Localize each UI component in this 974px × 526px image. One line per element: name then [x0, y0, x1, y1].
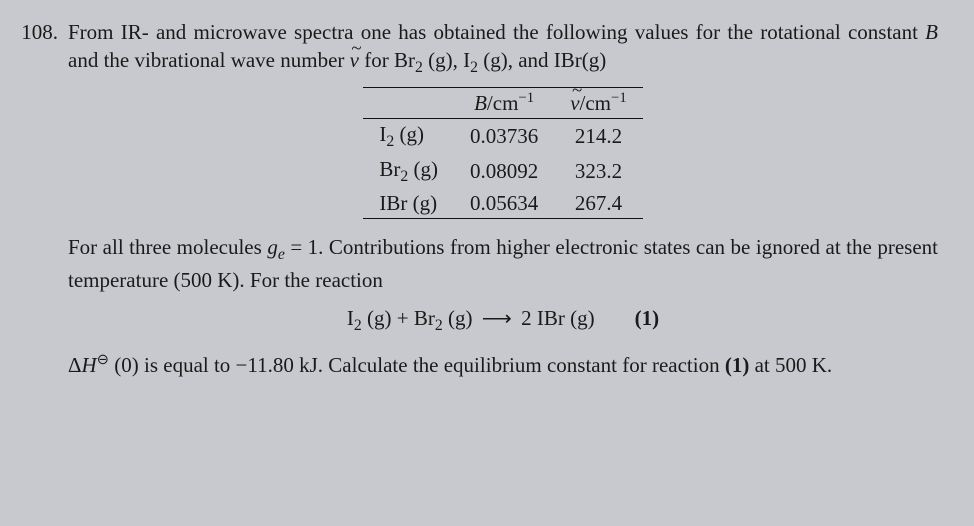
cell-nu: 214.2: [554, 119, 642, 154]
symbol-H: H: [82, 353, 97, 377]
eq-species: I: [347, 306, 354, 330]
arrow-icon: ⟶: [478, 304, 516, 332]
text: IBr (g): [379, 191, 437, 215]
cell-B: 0.03736: [454, 119, 554, 154]
eq-text: (g): [443, 306, 478, 330]
superscript: −1: [518, 90, 534, 106]
symbol-B: B: [925, 20, 938, 44]
problem-number: 108.: [14, 18, 58, 379]
problem-block: 108. From IR- and microwave spectra one …: [14, 18, 938, 379]
species-label: Br2 (g): [363, 154, 454, 188]
reaction-equation: I2 (g) + Br2 (g) ⟶ 2 IBr (g)(1): [68, 304, 938, 336]
spectra-table: B/cm−1 ν/cm−1 I2 (g) 0.03736 214.2: [363, 87, 642, 220]
symbol-B: B: [474, 91, 487, 115]
final-paragraph: ΔH⊖ (0) is equal to −11.80 kJ. Calculate…: [68, 351, 938, 379]
text: From IR- and microwave spectra one has o…: [68, 20, 925, 44]
cell-nu: 267.4: [554, 188, 642, 219]
table-header-row: B/cm−1 ν/cm−1: [363, 87, 642, 118]
mid-paragraph: For all three molecules ge = 1. Contribu…: [68, 233, 938, 294]
text: Br: [379, 157, 400, 181]
text: Δ: [68, 353, 82, 377]
table-row: Br2 (g) 0.08092 323.2: [363, 154, 642, 188]
table-header-B: B/cm−1: [454, 87, 554, 118]
cell-nu: 323.2: [554, 154, 642, 188]
text: and the vibrational wave number: [68, 48, 350, 72]
equation-tag: (1): [635, 304, 660, 332]
symbol-nu-tilde: ν: [570, 89, 579, 117]
unit-text: /cm: [580, 91, 612, 115]
table-header-empty: [363, 87, 454, 118]
unit-text: /cm: [487, 91, 519, 115]
text: for Br: [359, 48, 415, 72]
text: (g), and IBr(g): [478, 48, 606, 72]
equation-ref: (1): [725, 353, 750, 377]
subscript: 2: [470, 60, 478, 77]
superscript: −1: [611, 90, 627, 106]
subscript: e: [278, 247, 285, 264]
text: at 500 K.: [749, 353, 832, 377]
problem-body: From IR- and microwave spectra one has o…: [68, 18, 938, 379]
text: (g): [408, 157, 438, 181]
species-label: I2 (g): [363, 119, 454, 154]
eq-text: (g) + Br: [362, 306, 435, 330]
table-row: IBr (g) 0.05634 267.4: [363, 188, 642, 219]
superscript-standard: ⊖: [97, 352, 109, 368]
subscript: 2: [354, 317, 362, 334]
cell-B: 0.05634: [454, 188, 554, 219]
text: (g): [394, 122, 424, 146]
symbol-g: g: [267, 235, 278, 259]
subscript: 2: [415, 60, 423, 77]
table-header-nu: ν/cm−1: [554, 87, 642, 118]
cell-B: 0.08092: [454, 154, 554, 188]
intro-paragraph: From IR- and microwave spectra one has o…: [68, 18, 938, 79]
text: (g), I: [423, 48, 470, 72]
table-row: I2 (g) 0.03736 214.2: [363, 119, 642, 154]
symbol-nu-tilde: ν: [350, 46, 359, 74]
text: (0) is equal to −11.80 kJ. Calculate the…: [109, 353, 725, 377]
text: For all three molecules: [68, 235, 267, 259]
species-label: IBr (g): [363, 188, 454, 219]
subscript: 2: [435, 317, 443, 334]
eq-text: 2 IBr (g): [516, 306, 595, 330]
